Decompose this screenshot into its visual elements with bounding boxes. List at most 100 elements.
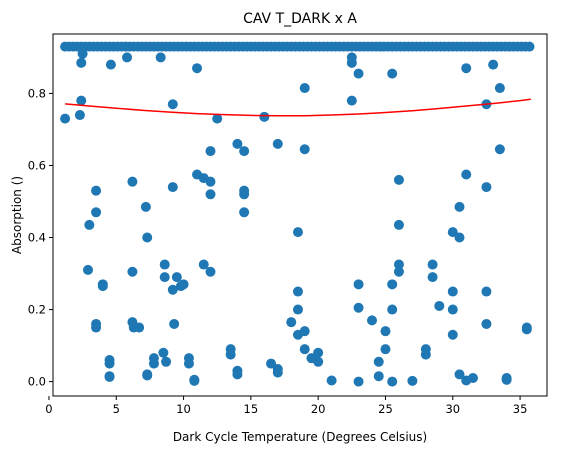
data-point — [91, 207, 102, 218]
data-point — [232, 138, 243, 149]
data-point — [373, 356, 384, 367]
data-point — [127, 266, 138, 277]
data-point — [167, 182, 178, 193]
data-point — [387, 304, 398, 315]
data-point — [189, 375, 200, 386]
data-point — [353, 279, 364, 290]
y-tick-label: 0.2 — [28, 303, 46, 317]
scatter-points — [60, 41, 535, 387]
y-tick-label: 0.0 — [28, 375, 46, 389]
data-point — [155, 52, 166, 63]
data-point — [494, 144, 505, 155]
data-point — [266, 358, 277, 369]
data-point — [454, 201, 465, 212]
data-point — [481, 286, 492, 297]
data-point — [84, 219, 95, 230]
data-point — [148, 358, 159, 369]
data-point — [524, 41, 535, 52]
data-point — [299, 344, 310, 355]
data-point — [387, 68, 398, 79]
data-point — [353, 68, 364, 79]
data-point — [140, 201, 151, 212]
data-point — [447, 329, 458, 340]
data-point — [272, 367, 283, 378]
data-point — [159, 272, 170, 283]
data-point — [239, 207, 250, 218]
data-point — [183, 358, 194, 369]
data-point — [205, 189, 216, 200]
data-point — [158, 347, 169, 358]
data-point — [353, 376, 364, 387]
data-point — [299, 144, 310, 155]
y-axis-ticks: 0.0 0.2 0.4 0.6 0.8 — [28, 86, 53, 389]
data-point — [292, 304, 303, 315]
data-point — [292, 227, 303, 238]
data-point — [169, 318, 180, 329]
data-point — [427, 272, 438, 283]
data-point — [82, 264, 93, 275]
x-tick-label: 10 — [176, 402, 191, 416]
data-point — [427, 259, 438, 270]
x-axis-label: Dark Cycle Temperature (Degrees Celsius) — [173, 430, 427, 444]
data-point — [393, 174, 404, 185]
data-point — [76, 57, 87, 68]
data-point — [393, 219, 404, 230]
data-point — [105, 59, 116, 70]
data-point — [167, 99, 178, 110]
data-point — [91, 185, 102, 196]
data-point — [494, 83, 505, 94]
data-point — [122, 52, 133, 63]
data-point — [259, 111, 270, 122]
y-tick-label: 0.8 — [28, 86, 46, 100]
data-point — [286, 317, 297, 328]
data-point — [313, 347, 324, 358]
data-point — [127, 176, 138, 187]
data-point — [178, 279, 189, 290]
data-point — [393, 266, 404, 277]
x-tick-label: 20 — [311, 402, 326, 416]
data-point — [447, 304, 458, 315]
data-point — [326, 375, 337, 386]
data-point — [292, 286, 303, 297]
data-point — [142, 232, 153, 243]
data-point — [481, 318, 492, 329]
data-point — [198, 259, 209, 270]
data-point — [346, 95, 357, 106]
data-point — [393, 259, 404, 270]
data-point — [380, 344, 391, 355]
data-point — [501, 374, 512, 385]
data-point — [447, 227, 458, 238]
data-point — [373, 371, 384, 382]
data-point — [239, 146, 250, 157]
data-point — [104, 371, 115, 382]
data-point — [97, 281, 108, 292]
x-tick-label: 15 — [244, 402, 259, 416]
y-tick-label: 0.6 — [28, 158, 46, 172]
data-point — [461, 169, 472, 180]
data-point — [192, 63, 203, 74]
data-point — [77, 48, 88, 59]
data-point — [239, 189, 250, 200]
x-tick-label: 25 — [378, 402, 393, 416]
data-point — [461, 63, 472, 74]
data-point — [521, 322, 532, 333]
data-point — [299, 326, 310, 337]
data-point — [299, 83, 310, 94]
data-point — [60, 113, 71, 124]
data-point — [313, 356, 324, 367]
data-point — [205, 266, 216, 277]
data-point — [387, 279, 398, 290]
data-point — [488, 59, 499, 70]
data-point — [76, 95, 87, 106]
x-tick-label: 35 — [513, 402, 528, 416]
data-point — [205, 176, 216, 187]
data-point — [420, 349, 431, 360]
y-axis-label: Absorption () — [10, 176, 24, 254]
data-point — [161, 356, 172, 367]
x-tick-label: 5 — [113, 402, 120, 416]
data-point — [104, 354, 115, 365]
data-point — [159, 259, 170, 270]
x-tick-label: 0 — [45, 402, 52, 416]
data-point — [387, 376, 398, 387]
